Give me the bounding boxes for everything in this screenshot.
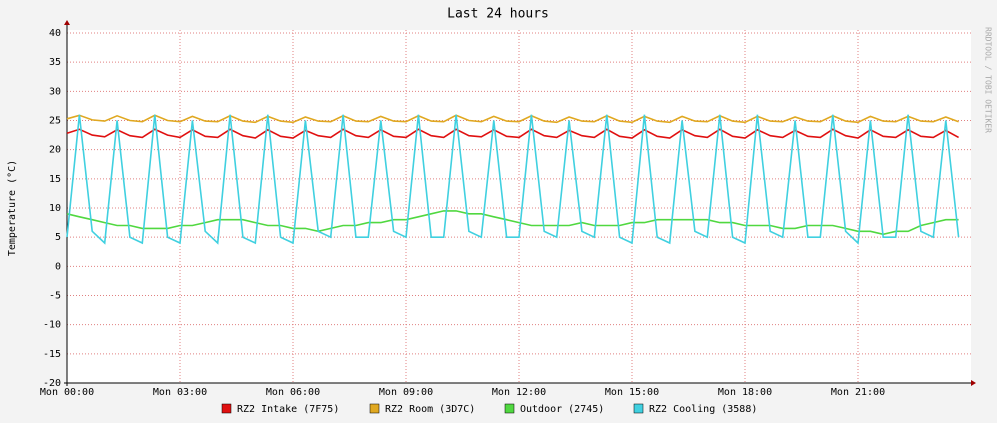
y-tick-label: -10 xyxy=(43,320,61,331)
x-tick-label: Mon 03:00 xyxy=(153,387,207,398)
legend-swatch xyxy=(504,403,515,414)
x-tick-label: Mon 18:00 xyxy=(718,387,772,398)
x-tick-label: Mon 00:00 xyxy=(40,387,94,398)
legend-label: RZ2 Room (3D7C) xyxy=(385,404,475,415)
y-tick-label: 20 xyxy=(49,145,61,156)
legend-label: Outdoor (2745) xyxy=(520,404,604,415)
y-tick-label: 35 xyxy=(49,57,61,68)
y-tick-label: -15 xyxy=(43,349,61,360)
series-line xyxy=(66,114,959,124)
series-line xyxy=(66,210,959,236)
x-tick-label: Mon 09:00 xyxy=(379,387,433,398)
legend-swatch xyxy=(221,403,232,414)
y-tick-label: 40 xyxy=(49,28,61,39)
x-tick-label: Mon 06:00 xyxy=(266,387,320,398)
legend-swatch xyxy=(633,403,644,414)
y-tick-label: -5 xyxy=(49,291,61,302)
chart-title: Last 24 hours xyxy=(447,7,549,22)
y-axis-label: Temperature (°C) xyxy=(7,160,18,256)
legend-label: RZ2 Cooling (3588) xyxy=(649,404,757,415)
y-tick-label: 5 xyxy=(55,232,61,243)
y-tick-label: 15 xyxy=(49,174,61,185)
x-tick-label: Mon 21:00 xyxy=(831,387,885,398)
legend-swatch xyxy=(369,403,380,414)
y-tick-label: -20 xyxy=(43,378,61,389)
series-line xyxy=(66,128,959,139)
arrow xyxy=(971,380,976,386)
x-tick-label: Mon 15:00 xyxy=(605,387,659,398)
y-tick-label: 10 xyxy=(49,203,61,214)
series-line xyxy=(66,114,960,245)
y-tick-label: 30 xyxy=(49,86,61,97)
y-tick-label: 0 xyxy=(55,261,61,272)
arrow xyxy=(64,20,70,25)
legend-label: RZ2 Intake (7F75) xyxy=(237,404,339,415)
y-tick-label: 25 xyxy=(49,116,61,127)
watermark: RRDTOOL / TOBI OETIKER xyxy=(984,27,993,133)
x-tick-label: Mon 12:00 xyxy=(492,387,546,398)
